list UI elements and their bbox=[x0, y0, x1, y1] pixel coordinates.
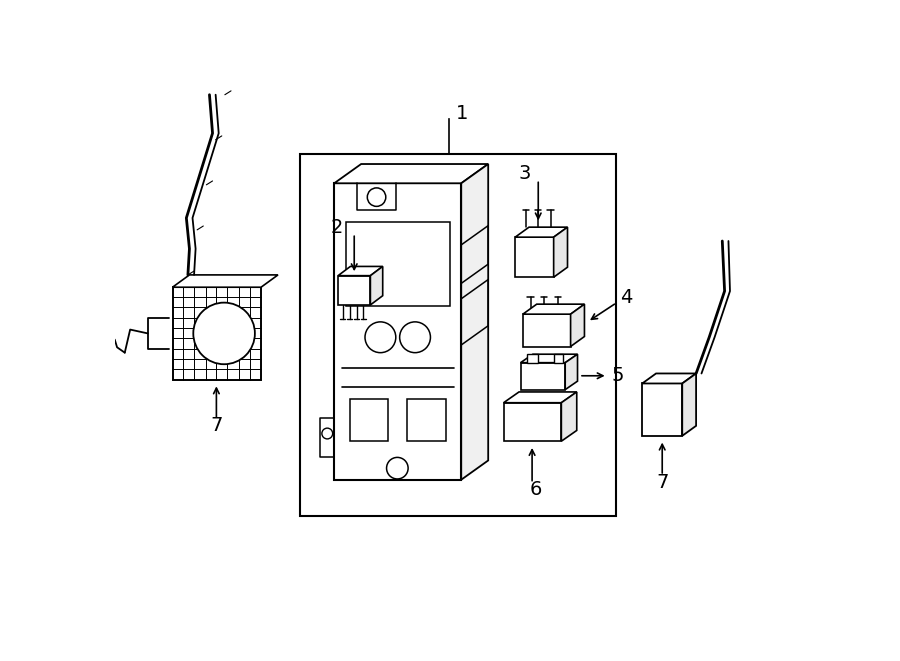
Polygon shape bbox=[643, 373, 696, 383]
Circle shape bbox=[367, 188, 386, 206]
Polygon shape bbox=[504, 392, 577, 403]
Polygon shape bbox=[520, 354, 578, 363]
Circle shape bbox=[322, 428, 333, 439]
Polygon shape bbox=[515, 227, 568, 237]
Text: 7: 7 bbox=[656, 473, 669, 492]
Circle shape bbox=[387, 457, 408, 479]
Polygon shape bbox=[565, 354, 578, 389]
Polygon shape bbox=[371, 266, 382, 305]
Bar bbox=[643, 383, 682, 436]
Circle shape bbox=[194, 303, 255, 364]
Bar bbox=[334, 183, 462, 480]
Bar bbox=[554, 354, 562, 363]
Bar bbox=[301, 154, 616, 516]
Polygon shape bbox=[338, 266, 382, 276]
Bar bbox=[338, 276, 371, 305]
Bar bbox=[173, 288, 261, 379]
Circle shape bbox=[400, 322, 430, 353]
Text: 4: 4 bbox=[620, 288, 632, 307]
Text: 7: 7 bbox=[211, 416, 222, 436]
Polygon shape bbox=[562, 392, 577, 442]
Polygon shape bbox=[334, 164, 488, 183]
Polygon shape bbox=[571, 304, 584, 346]
Bar bbox=[346, 222, 450, 307]
Bar bbox=[504, 403, 562, 442]
Bar bbox=[349, 399, 388, 442]
Bar bbox=[408, 399, 446, 442]
Polygon shape bbox=[461, 164, 488, 480]
Polygon shape bbox=[554, 227, 568, 277]
Text: 1: 1 bbox=[456, 104, 469, 124]
Text: 2: 2 bbox=[331, 218, 344, 237]
Bar bbox=[520, 363, 565, 389]
Polygon shape bbox=[173, 275, 278, 288]
Bar bbox=[515, 237, 554, 277]
Text: 3: 3 bbox=[519, 164, 531, 182]
Text: 6: 6 bbox=[530, 481, 542, 499]
Text: 5: 5 bbox=[611, 366, 624, 385]
Polygon shape bbox=[682, 373, 696, 436]
Circle shape bbox=[365, 322, 396, 353]
Polygon shape bbox=[523, 304, 584, 314]
Bar bbox=[526, 354, 538, 363]
Bar bbox=[523, 314, 571, 346]
